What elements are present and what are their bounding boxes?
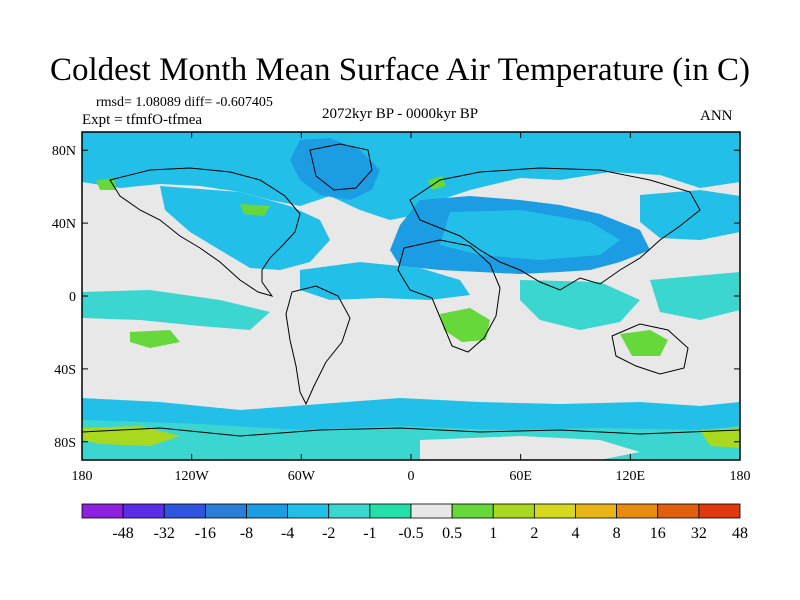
lon-tick-label: 0 bbox=[408, 469, 415, 484]
colorbar-label: 48 bbox=[732, 525, 748, 542]
contour-eurasia-cyan bbox=[440, 210, 620, 260]
colorbar-label: 32 bbox=[691, 525, 707, 542]
lon-tick-label: 60W bbox=[288, 469, 316, 484]
colorbar-swatch bbox=[657, 503, 700, 519]
season-label: ANN bbox=[700, 108, 733, 124]
colorbar: -48 -32 -16 -8 -4 -2 -1 -0.5 0.5 1 2 4 8 16 32 48 bbox=[81, 503, 748, 542]
contour-antarctic-green-e bbox=[700, 428, 740, 448]
lat-tick-label: 0 bbox=[69, 290, 76, 305]
colorbar-label: 0.5 bbox=[442, 525, 462, 542]
colorbar-swatch bbox=[698, 503, 741, 519]
contour-tatlantic-cyan bbox=[300, 262, 470, 300]
contour-australia-green bbox=[620, 330, 668, 356]
colorbar-label: -2 bbox=[322, 525, 335, 542]
contour-wpacific-cyan bbox=[650, 272, 740, 320]
colorbar-swatch bbox=[369, 503, 412, 519]
contour-antarctic-gray bbox=[420, 436, 640, 460]
stats-label: rmsd= 1.08089 diff= -0.607405 bbox=[96, 95, 273, 110]
colorbar-label: -4 bbox=[281, 525, 294, 542]
lat-tick-label: 40N bbox=[52, 217, 76, 232]
lat-tick-label: 80S bbox=[54, 436, 76, 451]
lat-tick-label: 80N bbox=[52, 144, 76, 159]
lon-tick-label: 120E bbox=[616, 469, 646, 484]
coast-eurasia bbox=[409, 167, 701, 291]
colorbar-swatch bbox=[122, 503, 165, 519]
colorbar-swatch bbox=[204, 503, 247, 519]
coast-australia bbox=[611, 323, 689, 375]
coast-africa bbox=[397, 239, 501, 353]
experiment-label: Expt = tfmfO-tfmea bbox=[82, 112, 203, 128]
coast-greenland bbox=[309, 143, 373, 191]
lon-axis: 180 120W 60W 0 60E 120E 180 bbox=[72, 132, 751, 484]
colorbar-swatch bbox=[575, 503, 618, 519]
contour-greenland-blue bbox=[290, 138, 380, 200]
contour-pac-green-n bbox=[240, 204, 270, 216]
map-field bbox=[82, 132, 740, 460]
colorbar-label: -0.5 bbox=[398, 525, 423, 542]
colorbar-label: -16 bbox=[195, 525, 216, 542]
contour-namerica-cyan bbox=[160, 186, 330, 270]
colorbar-swatch bbox=[246, 503, 289, 519]
colorbar-swatch bbox=[328, 503, 371, 519]
colorbar-swatch bbox=[533, 503, 576, 519]
lon-tick-label: 180 bbox=[730, 469, 751, 484]
colorbar-label: -32 bbox=[154, 525, 175, 542]
colorbar-label: 2 bbox=[530, 525, 538, 542]
colorbar-label: -1 bbox=[363, 525, 376, 542]
colorbar-swatch bbox=[410, 503, 453, 519]
lon-tick-label: 180 bbox=[72, 469, 93, 484]
contour-npacific-cyan bbox=[640, 190, 740, 240]
colorbar-swatch bbox=[451, 503, 494, 519]
colorbar-label: -8 bbox=[240, 525, 253, 542]
plot-title: Coldest Month Mean Surface Air Temperatu… bbox=[50, 52, 750, 88]
colorbar-swatch bbox=[163, 503, 206, 519]
lat-tick-label: 40S bbox=[54, 363, 76, 378]
coastlines bbox=[82, 143, 740, 437]
contour-indian-cyan bbox=[520, 280, 640, 330]
colorbar-label: 8 bbox=[613, 525, 621, 542]
lat-axis: 80N 40N 0 40S 80S bbox=[52, 144, 740, 451]
period-label: 2072kyr BP - 0000kyr BP bbox=[322, 106, 479, 122]
contour-tpac-green bbox=[130, 330, 180, 348]
contour-tpacific-cyan bbox=[82, 290, 270, 330]
colorbar-label: 16 bbox=[650, 525, 666, 542]
colorbar-label: -48 bbox=[112, 525, 133, 542]
colorbar-swatch bbox=[287, 503, 330, 519]
coast-south-america bbox=[285, 285, 351, 406]
colorbar-swatch bbox=[81, 503, 124, 519]
colorbar-label: 1 bbox=[489, 525, 497, 542]
coast-north-america bbox=[109, 167, 301, 297]
lon-tick-label: 60E bbox=[509, 469, 532, 484]
contour-africa-green bbox=[440, 308, 490, 342]
colorbar-swatch bbox=[616, 503, 659, 519]
colorbar-label: 4 bbox=[572, 525, 580, 542]
coast-antarctica bbox=[82, 427, 740, 437]
contour-arctic-cyan bbox=[82, 132, 740, 220]
lon-tick-label: 120W bbox=[175, 469, 210, 484]
colorbar-swatch bbox=[492, 503, 535, 519]
